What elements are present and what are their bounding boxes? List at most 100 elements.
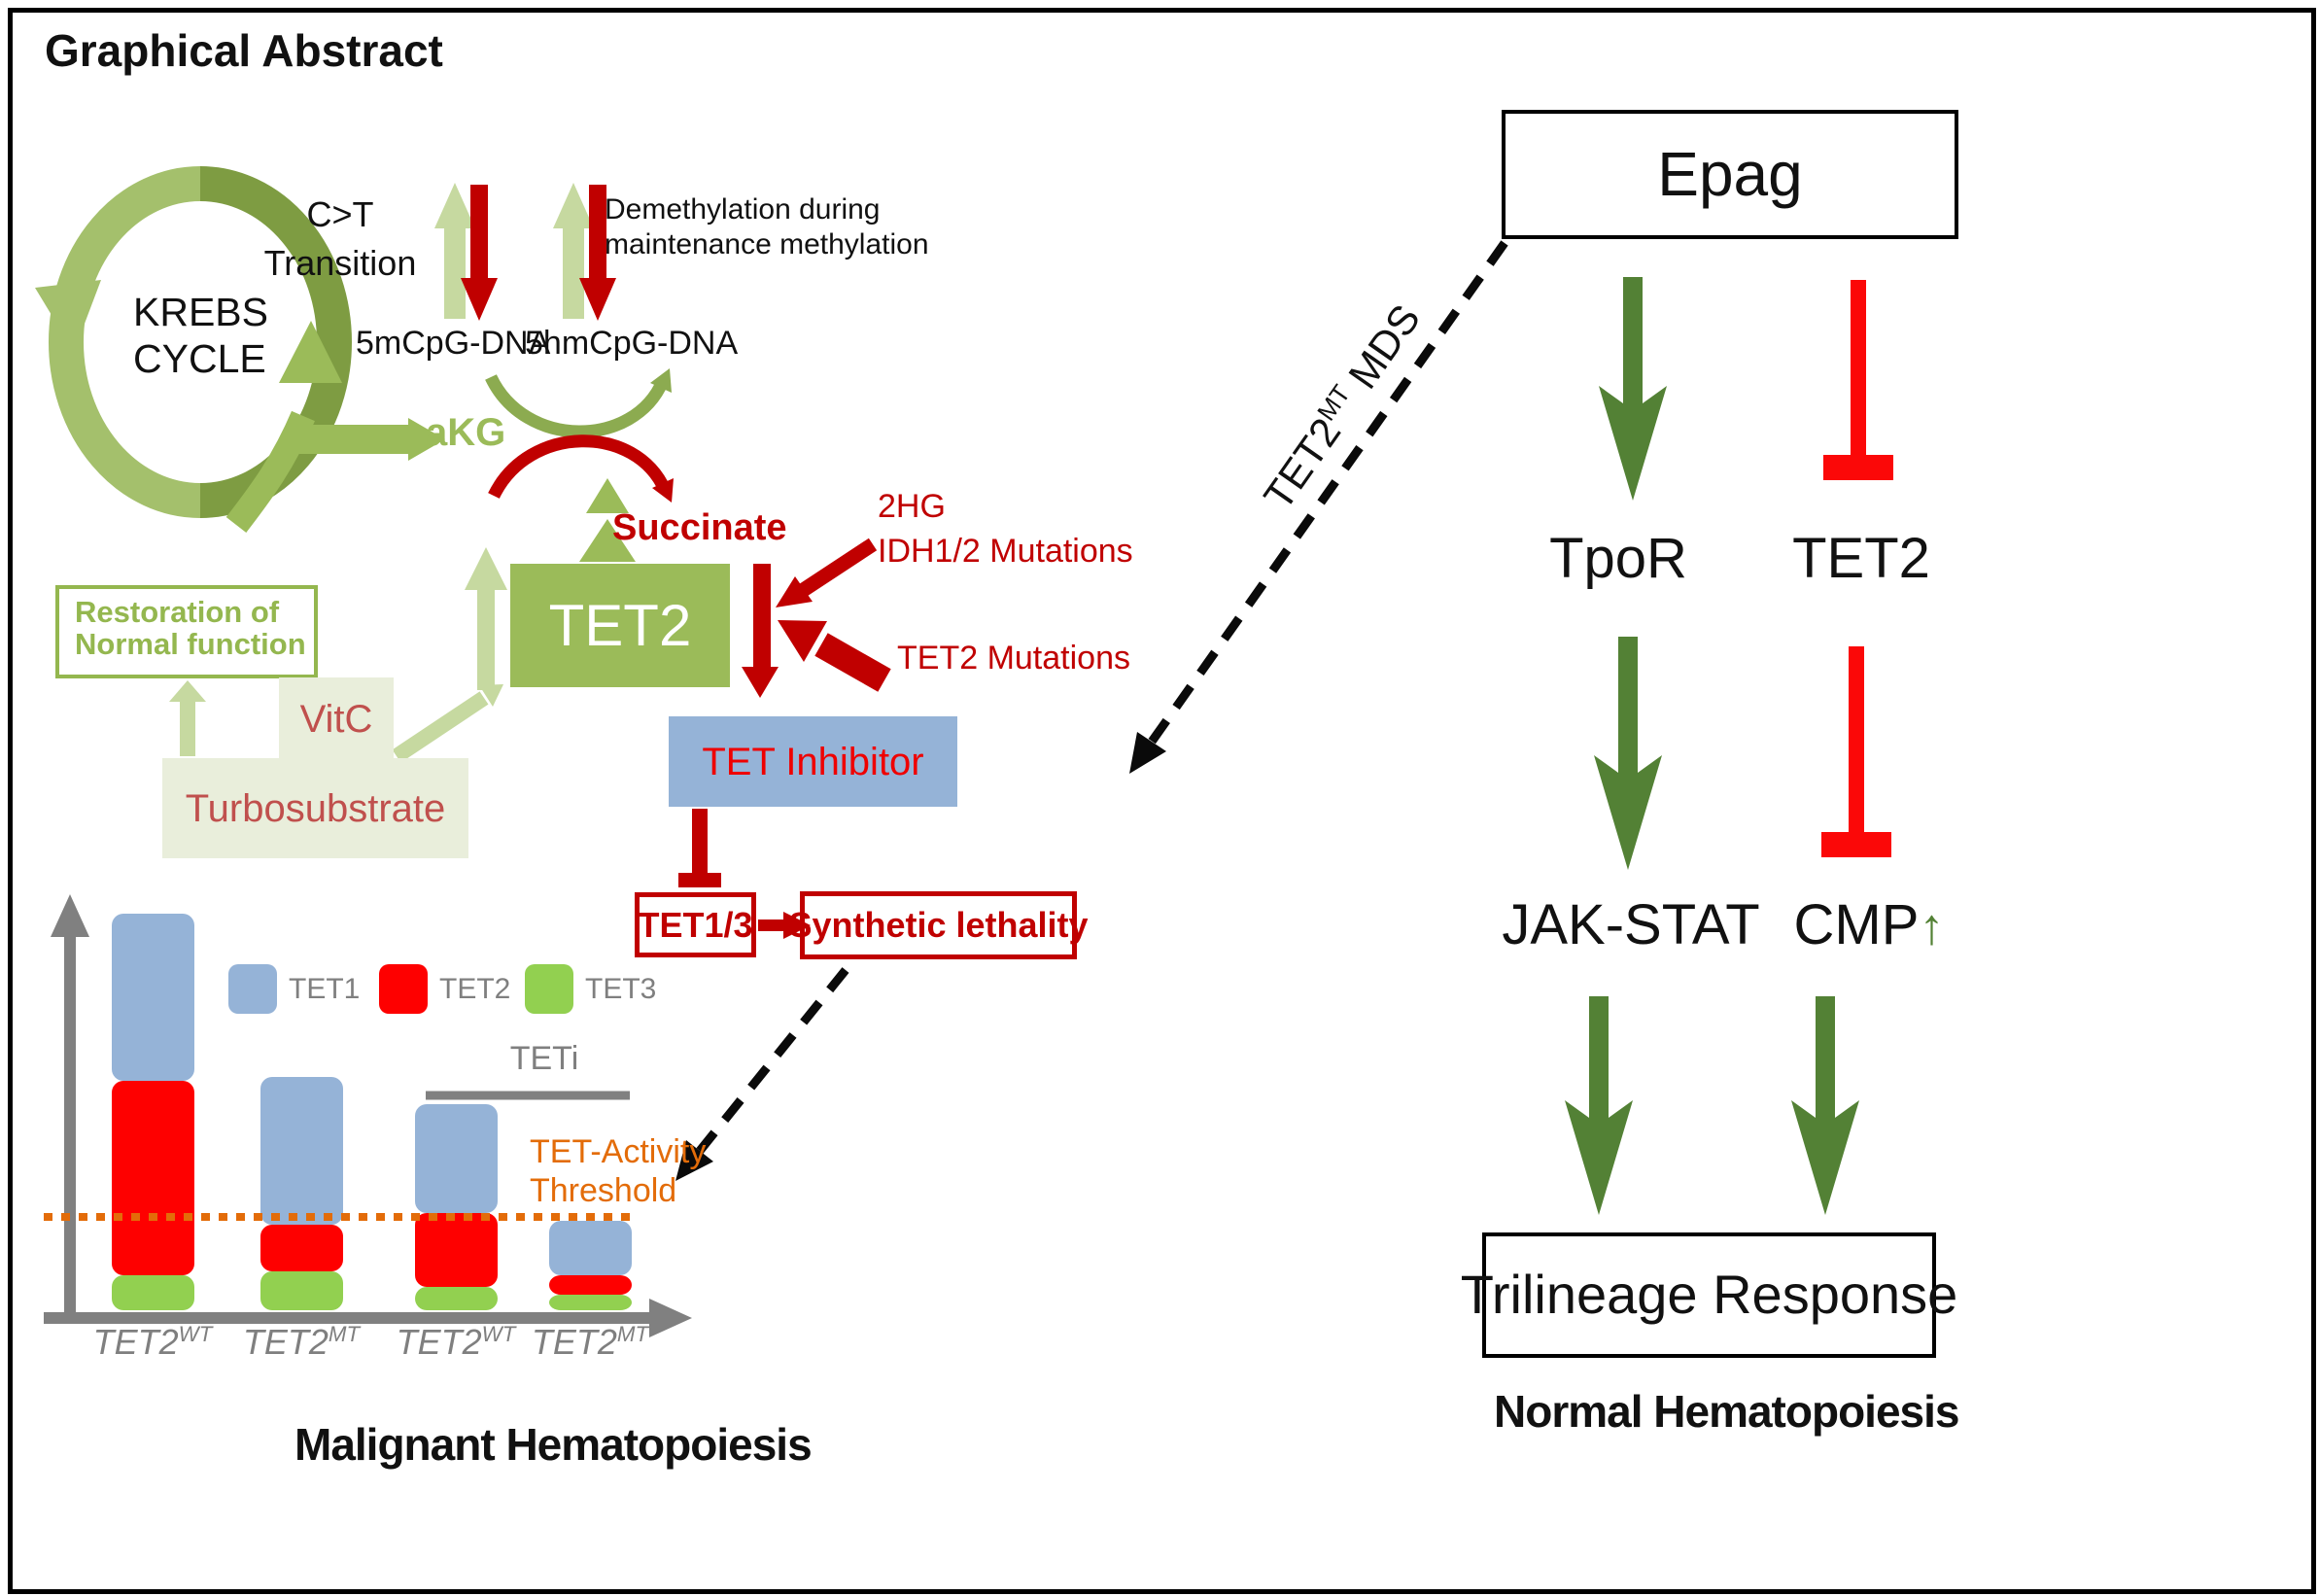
- bar-segment-tet2-cat4: [549, 1275, 632, 1295]
- krebs-label-line2: CYCLE: [133, 336, 266, 381]
- ct-transition-arrows-icon: [434, 183, 498, 321]
- cmp-to-trilineage-arrow: [1791, 996, 1859, 1215]
- bar-segment-tet2-cat3: [415, 1213, 498, 1287]
- bar-segment-tet1-cat2: [260, 1077, 343, 1225]
- turbosubstrate-label: Turbosubstrate: [185, 786, 446, 830]
- succinate-down-arrow: [742, 564, 779, 698]
- epag-tet2-inhibition-tbar-icon: [1823, 280, 1893, 480]
- xlabel-2-sup: MT: [328, 1322, 361, 1346]
- demethylation-arrows-icon: [553, 183, 616, 321]
- bar-segment-tet1-cat3: [415, 1104, 498, 1213]
- tpor-label: TpoR: [1549, 527, 1687, 590]
- akg-label: aKG: [426, 411, 506, 454]
- chart-y-axis: [51, 894, 89, 1318]
- mds-dashed-arrow: [1129, 240, 1508, 774]
- threshold-label-line2: Threshold: [530, 1172, 677, 1209]
- legend-swatch-tet2: [379, 964, 428, 1014]
- bar-segment-tet3-cat3: [415, 1287, 498, 1310]
- threshold-label-line1: TET-Activity: [530, 1133, 707, 1170]
- xlabel-3-base: TET2: [396, 1322, 482, 1362]
- tet2-boost-arrow-icon: [465, 547, 507, 690]
- tet13-box: TET1/3: [635, 892, 756, 957]
- trilineage-box: Trilineage Response: [1461, 1232, 1957, 1358]
- bar-segment-tet2-cat2: [260, 1225, 343, 1271]
- cmp-up-arrow-icon: ↑: [1919, 899, 1945, 955]
- vitc-to-tet2-arrow: [392, 684, 503, 763]
- bar-segment-tet1-cat4: [549, 1221, 632, 1275]
- m5cpg-label: 5mCpG-DNA: [356, 325, 551, 362]
- bar-segment-tet3-cat4: [549, 1295, 632, 1310]
- legend-swatch-tet1: [228, 964, 277, 1014]
- tet2-mutations-label: TET2 Mutations: [897, 640, 1130, 677]
- hm5cpg-label: 5hmCpG-DNA: [525, 325, 739, 362]
- krebs-label-line1: KREBS: [133, 290, 268, 334]
- xlabel-3: TET2WT: [378, 1322, 534, 1362]
- tet2-box: TET2: [510, 564, 730, 687]
- tpor-to-jak-arrow: [1594, 637, 1662, 870]
- legend-label-tet1: TET1: [289, 973, 361, 1005]
- tet2-output-chevrons-icon: [579, 478, 636, 562]
- page-title: Graphical Abstract: [45, 25, 443, 76]
- bar-segment-tet1-cat1: [112, 914, 194, 1081]
- teti-label: TETi: [509, 1040, 579, 1077]
- bar-segment-tet3-cat2: [260, 1271, 343, 1310]
- tet-inhibitor-box: TET Inhibitor: [669, 716, 957, 807]
- tet2-mutations-arrow: [778, 620, 891, 692]
- jak-stat-label: JAK-STAT: [1502, 893, 1760, 956]
- legend-label-tet2: TET2: [439, 973, 511, 1005]
- ct-label-line2: Transition: [263, 243, 417, 283]
- xlabel-1: TET2WT: [75, 1322, 230, 1362]
- demethylation-line1: Demethylation during: [605, 193, 881, 226]
- xlabel-1-base: TET2: [92, 1322, 179, 1362]
- tet13-to-lethality-arrow: [758, 912, 811, 939]
- vitc-label: VitC: [299, 697, 373, 741]
- epag-to-tpor-arrow: [1599, 277, 1667, 501]
- xlabel-3-sup: WT: [481, 1322, 516, 1346]
- bar-segment-tet2-cat1: [112, 1081, 194, 1275]
- reaction-coupling-curves: [485, 368, 674, 503]
- legend-swatches: [228, 964, 573, 1014]
- normal-caption: Normal Hematopoiesis: [1494, 1386, 1959, 1437]
- succinate-label: Succinate: [612, 507, 787, 548]
- demethylation-line2: maintenance methylation: [605, 228, 929, 260]
- tet13-label: TET1/3: [638, 904, 753, 945]
- tet2-cmp-inhibition-tbar-icon: [1821, 646, 1891, 857]
- figure-border: [8, 8, 2316, 1594]
- ct-label-line1: C>T: [306, 194, 374, 234]
- epag-label: Epag: [1657, 138, 1803, 209]
- legend-swatch-tet3: [525, 964, 573, 1014]
- xlabel-1-sup: WT: [178, 1322, 213, 1346]
- cmp-text: CMP: [1793, 893, 1920, 956]
- idh-label: IDH1/2 Mutations: [878, 533, 1133, 570]
- turbosubstrate-block: Turbosubstrate: [162, 758, 468, 858]
- bar-segment-tet3-cat1: [112, 1275, 194, 1310]
- epag-box: Epag: [1502, 110, 1958, 239]
- vitc-block: VitC: [279, 677, 394, 760]
- xlabel-2-base: TET2: [242, 1322, 329, 1362]
- chart-x-axis: [44, 1299, 692, 1337]
- hg2-arrow: [776, 538, 878, 607]
- synthetic-lethality-label: Synthetic lethality: [788, 905, 1089, 946]
- synthetic-lethality-box: Synthetic lethality: [788, 891, 1089, 959]
- xlabel-4: TET2MT: [512, 1322, 668, 1362]
- malignant-caption: Malignant Hematopoiesis: [294, 1419, 813, 1470]
- restoration-line2: Normal function: [75, 626, 306, 661]
- tet2-box-label: TET2: [548, 593, 692, 658]
- lethality-dashed-arrow: [675, 967, 849, 1181]
- turbo-to-restoration-arrow-icon: [169, 680, 206, 756]
- tet-inhibitor-label: TET Inhibitor: [702, 740, 924, 783]
- hg2-label: 2HG: [878, 488, 946, 525]
- tet2-right-label: TET2: [1792, 527, 1930, 590]
- jak-to-trilineage-arrow: [1565, 996, 1633, 1215]
- legend-label-tet3: TET3: [585, 973, 657, 1005]
- xlabel-4-base: TET2: [531, 1322, 617, 1362]
- stacked-bars: [112, 914, 632, 1310]
- xlabel-2: TET2MT: [224, 1322, 379, 1362]
- trilineage-label: Trilineage Response: [1460, 1264, 1958, 1326]
- cmp-label: CMP↑: [1699, 893, 2039, 956]
- restoration-line1: Restoration of: [75, 595, 280, 629]
- krebs-to-akg-arrow: [225, 410, 445, 533]
- xlabel-4-sup: MT: [616, 1322, 649, 1346]
